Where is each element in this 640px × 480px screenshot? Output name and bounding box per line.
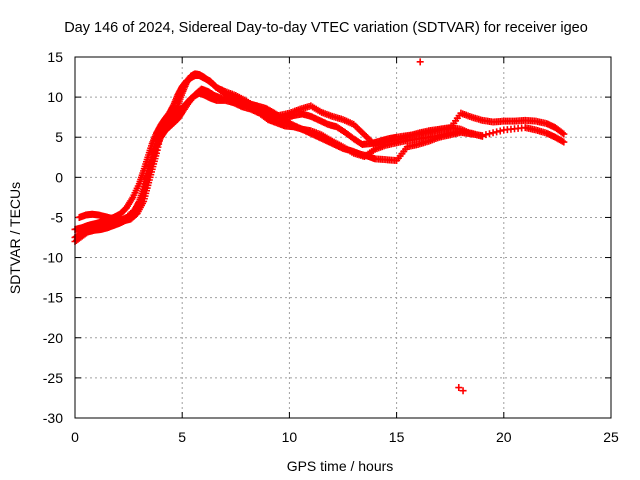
y-tick-label: 0	[55, 169, 63, 185]
data-point	[478, 132, 486, 140]
chart-title: Day 146 of 2024, Sidereal Day-to-day VTE…	[64, 20, 588, 36]
x-tick-label: 15	[389, 429, 405, 445]
x-tick-label: 10	[282, 429, 298, 445]
series	[416, 58, 467, 395]
y-axis-label: SDTVAR / TECUs	[7, 182, 23, 294]
x-axis-label: GPS time / hours	[287, 458, 394, 474]
data-point	[496, 127, 504, 135]
y-tick-label: 15	[47, 49, 63, 65]
y-tick-labels: -30 -25 -20 -15 -10 -5 0 5 10 15	[43, 49, 63, 426]
x-tick-label: 0	[71, 429, 79, 445]
y-tick-label: -25	[43, 370, 63, 386]
x-tick-labels: 0 5 10 15 20 25	[71, 429, 619, 445]
y-tick-label: -5	[51, 209, 64, 225]
data-point	[560, 130, 568, 138]
y-tick-label: -15	[43, 290, 63, 306]
y-tick-label: 10	[47, 89, 63, 105]
data-point	[560, 138, 568, 146]
data-point	[455, 384, 463, 392]
data-point	[482, 131, 490, 139]
plot-frame	[74, 56, 612, 419]
data-point	[558, 137, 566, 145]
series	[71, 89, 486, 246]
data-point	[459, 387, 467, 395]
x-tick-label: 25	[603, 429, 619, 445]
y-tick-label: -10	[43, 250, 63, 266]
data-point	[489, 129, 497, 137]
y-tick-label: -30	[43, 410, 63, 426]
data-point	[486, 130, 494, 138]
x-tick-label: 20	[496, 429, 512, 445]
x-tick-label: 5	[178, 429, 186, 445]
data-point	[558, 129, 566, 137]
y-tick-label: -20	[43, 330, 63, 346]
grid	[75, 57, 611, 418]
y-tick-label: 5	[55, 129, 63, 145]
data-point	[493, 128, 501, 136]
data-point	[416, 58, 424, 66]
data-points	[71, 58, 568, 395]
